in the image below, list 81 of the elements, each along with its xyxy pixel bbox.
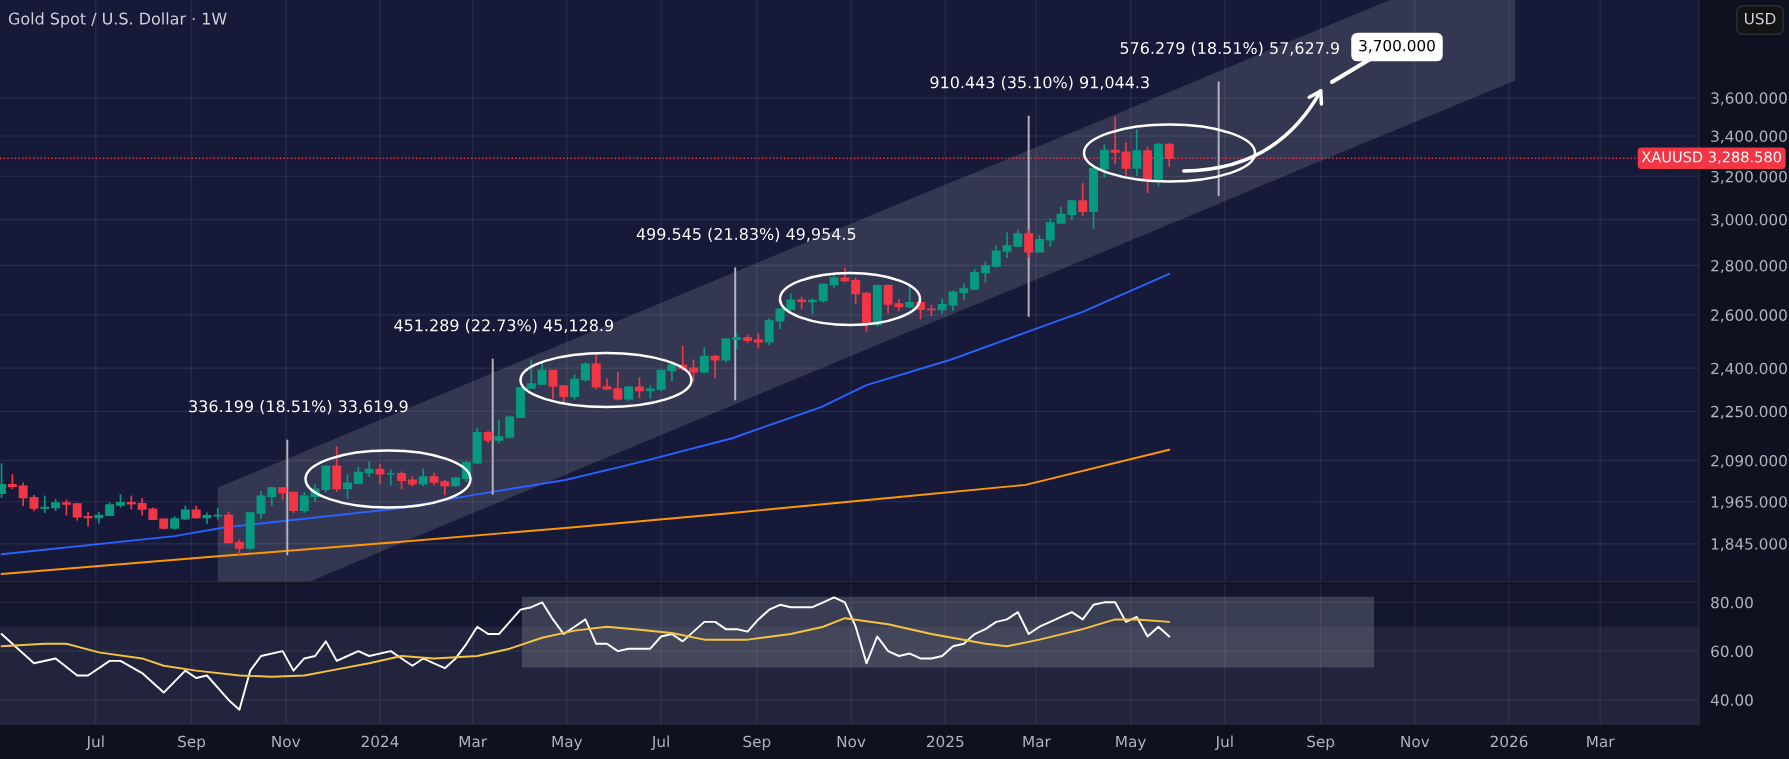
x-tick-label: Sep — [1307, 735, 1335, 751]
text: Gold Spot / U.S. Dollar · 1W — [8, 12, 227, 28]
line-series — [0, 617, 1171, 678]
candlestick — [645, 384, 655, 400]
x-tick-label: Sep — [178, 735, 206, 751]
candlestick — [699, 346, 709, 375]
candlestick — [343, 473, 353, 500]
annotation: 336.199 (18.51%) 33,619.9 — [189, 399, 408, 415]
y-tick-label: 2,400.000 — [1711, 362, 1787, 376]
candlestick — [764, 317, 774, 346]
y-tick-label: 3,000.000 — [1711, 213, 1787, 228]
x-tick-label: Jul — [1214, 735, 1233, 751]
x-tick-label: 2026 — [1490, 735, 1528, 748]
candlestick — [537, 362, 547, 386]
candlestick — [526, 358, 536, 390]
y-tick-label: 2,250.000 — [1711, 405, 1787, 419]
y-tick-label: 2,600.000 — [1711, 309, 1787, 323]
x-tick-label: 2025 — [926, 735, 964, 748]
candlestick — [505, 414, 515, 440]
candlestick — [580, 361, 590, 383]
x-tick-label: Jul — [651, 735, 669, 751]
candlestick — [126, 494, 136, 511]
candlestick — [288, 491, 298, 514]
line-series — [0, 272, 1171, 556]
x-tick-label: Nov — [1401, 735, 1430, 748]
candlestick — [332, 445, 342, 493]
x-tick-label: Mar — [459, 735, 488, 748]
y-tick-label: 3,400.000 — [1711, 130, 1787, 144]
candlestick — [851, 276, 861, 305]
y-tick-label: 40.00 — [1710, 694, 1753, 706]
candlestick — [613, 370, 623, 402]
line-series — [0, 448, 1171, 575]
annotation: 499.545 (21.83%) 49,954.5 — [636, 227, 856, 242]
y-tick-label: 2,090.000 — [1711, 455, 1787, 469]
x-tick-label: 2024 — [361, 735, 399, 748]
candlestick — [980, 260, 990, 284]
x-tick-label: May — [1116, 735, 1146, 751]
candlestick — [591, 353, 601, 391]
candlestick — [710, 353, 720, 380]
x-tick-label: Jul — [85, 735, 104, 751]
candlestick — [1078, 182, 1088, 217]
x-tick-label: Nov — [272, 735, 301, 748]
candlestick — [634, 376, 644, 399]
candlestick — [299, 491, 309, 514]
y-tick-label: 3,600.000 — [1711, 92, 1787, 106]
candlestick — [559, 384, 569, 405]
y-tick-label: 3,200.000 — [1711, 170, 1787, 184]
candlestick — [1132, 128, 1142, 177]
ref-line-label: XAUUSD 3,288.580 — [1641, 151, 1782, 164]
x-tick-label: Sep — [743, 735, 771, 751]
annotation: 576.279 (18.51%) 57,627.9 — [1120, 41, 1339, 56]
y-tick-label: 2,800.000 — [1711, 259, 1787, 274]
candlestick — [83, 511, 93, 528]
y-tick-label: 1,845.000 — [1711, 538, 1787, 552]
text: USD — [1745, 12, 1776, 25]
candlestick — [1099, 143, 1109, 179]
annotation: 3,700.000 — [1359, 39, 1435, 53]
x-tick-label: Mar — [1023, 735, 1051, 748]
candlestick — [1024, 228, 1034, 259]
y-tick-label: 60.00 — [1711, 645, 1753, 658]
candlestick — [1045, 217, 1055, 248]
candlestick — [991, 244, 1001, 269]
x-tick-label: Mar — [1587, 735, 1615, 748]
candlestick — [689, 358, 698, 383]
candlestick — [375, 463, 385, 486]
candlestick — [732, 332, 742, 350]
candlestick — [494, 418, 504, 444]
x-tick-label: May — [552, 735, 583, 751]
line-series — [0, 596, 1171, 711]
candlestick — [548, 369, 558, 400]
candlestick — [570, 373, 580, 401]
candlestick — [40, 494, 50, 514]
y-tick-label: 1,965.000 — [1711, 496, 1787, 510]
candlestick — [18, 481, 28, 507]
x-tick-label: Nov — [837, 735, 866, 748]
y-tick-label: 80.00 — [1711, 596, 1753, 609]
annotation: 451.289 (22.73%) 45,128.9 — [394, 319, 614, 334]
candlestick — [970, 267, 980, 291]
annotation: 910.443 (35.10%) 91,044.3 — [930, 76, 1149, 91]
candlestick — [364, 460, 374, 478]
candlestick — [905, 282, 915, 310]
